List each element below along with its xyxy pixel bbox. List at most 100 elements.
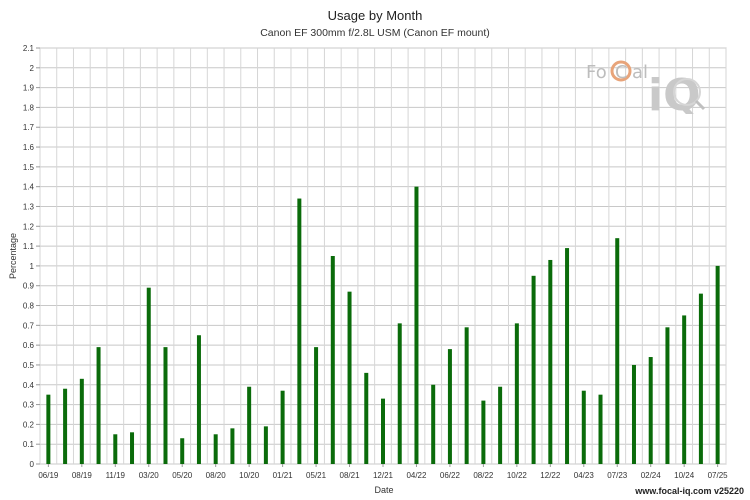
x-tick-label: 10/24 xyxy=(674,471,695,480)
x-tick-label: 06/22 xyxy=(440,471,461,480)
x-tick-label: 06/19 xyxy=(38,471,59,480)
y-tick-label: 1.6 xyxy=(23,143,35,152)
bar-06-22 xyxy=(447,349,452,464)
bar-02-22 xyxy=(397,323,402,464)
y-tick-label: 0.6 xyxy=(23,341,35,350)
x-tick-label: 10/20 xyxy=(239,471,260,480)
bar-07-19 xyxy=(63,388,68,464)
bar-06-20 xyxy=(196,335,201,464)
bar-03-21 xyxy=(297,198,302,465)
x-tick-label: 08/21 xyxy=(340,471,361,480)
x-tick-label: 04/22 xyxy=(406,471,427,480)
bar-04-23 xyxy=(581,390,586,464)
bar-09-22 xyxy=(498,386,503,464)
x-tick-label: 08/19 xyxy=(72,471,93,480)
bar-10-22 xyxy=(514,323,519,464)
x-tick-label: 02/24 xyxy=(641,471,662,480)
logo-text-al: al xyxy=(632,62,648,83)
bar-01-20 xyxy=(130,432,135,464)
y-tick-label: 2.1 xyxy=(23,44,35,53)
x-tick-label: 05/20 xyxy=(172,471,193,480)
bar-06-19 xyxy=(46,394,51,464)
logo-ring-icon xyxy=(610,60,632,82)
bar-07-23 xyxy=(615,238,620,464)
bar-08-22 xyxy=(481,400,486,464)
x-axis-ticks: 06/19 08/19 11/19 03/20 05/20 08/20 10/20 01/21… xyxy=(38,464,728,480)
y-tick-label: 1.8 xyxy=(23,103,35,112)
x-tick-label: 12/22 xyxy=(540,471,561,480)
x-tick-label: 12/21 xyxy=(373,471,394,480)
bar-11-19 xyxy=(113,434,118,464)
bar-06-23 xyxy=(598,394,603,464)
x-tick-label: 08/20 xyxy=(206,471,227,480)
bar-08-21 xyxy=(347,291,352,464)
y-tick-label: 2 xyxy=(30,64,35,73)
y-tick-label: 1.3 xyxy=(23,202,35,211)
bar-05-20 xyxy=(180,438,185,464)
y-axis-ticks: 0 0.1 0.2 0.3 0.4 0.5 0.6 0.7 0.8 0.9 1 1.1 1.2 1.3 1.… xyxy=(23,44,40,469)
chart-subtitle: Canon EF 300mm f/2.8L USM (Canon EF moun… xyxy=(260,27,490,39)
bar-07-25 xyxy=(715,265,720,464)
x-tick-label: 03/20 xyxy=(139,471,160,480)
bar-09-19 xyxy=(96,347,101,464)
x-tick-label: 04/23 xyxy=(574,471,595,480)
bar-01-21 xyxy=(280,390,285,464)
y-tick-label: 0 xyxy=(30,460,35,469)
footer-credit: www.focal-iq.com v25220 xyxy=(635,486,744,496)
plot-area xyxy=(39,47,727,465)
x-tick-label: 10/22 xyxy=(507,471,528,480)
bar-12-22 xyxy=(548,259,553,464)
bar-05-22 xyxy=(431,384,436,464)
y-tick-label: 0.2 xyxy=(23,420,35,429)
x-tick-label: 05/21 xyxy=(306,471,327,480)
bar-07-21 xyxy=(330,256,335,464)
x-tick-label: 07/23 xyxy=(607,471,628,480)
y-tick-label: 0.7 xyxy=(23,321,35,330)
y-tick-label: 1.4 xyxy=(23,183,35,192)
focal-iq-logo: Fo C al iQ xyxy=(586,60,706,114)
bar-08-23 xyxy=(631,364,636,464)
y-tick-label: 0.8 xyxy=(23,302,35,311)
bar-07-22 xyxy=(464,327,469,464)
y-tick-label: 0.3 xyxy=(23,401,35,410)
x-axis-label: Date xyxy=(374,485,393,495)
x-tick-label: 11/19 xyxy=(106,471,126,480)
y-tick-label: 0.4 xyxy=(23,381,35,390)
y-tick-label: 1.1 xyxy=(23,242,35,251)
bar-04-22 xyxy=(414,186,419,464)
bar-01-23 xyxy=(565,248,570,464)
logo-text-c: C xyxy=(615,62,628,83)
y-tick-label: 0.5 xyxy=(23,361,35,370)
bar-04-20 xyxy=(163,347,168,464)
bar-11-22 xyxy=(531,275,536,464)
y-tick-label: 0.9 xyxy=(23,282,35,291)
y-tick-label: 1.5 xyxy=(23,163,35,172)
magnifier-icon xyxy=(673,78,701,106)
y-tick-label: 1.7 xyxy=(23,123,35,132)
bar-10-20 xyxy=(247,386,252,464)
bar-11-20 xyxy=(263,426,268,464)
x-tick-label: 07/25 xyxy=(708,471,729,480)
bar-10-21 xyxy=(364,372,369,464)
bar-06-24 xyxy=(665,327,670,464)
y-tick-label: 0.1 xyxy=(23,440,35,449)
bar-12-21 xyxy=(381,398,385,464)
bar-09-20 xyxy=(230,428,235,464)
bar-05-21 xyxy=(314,347,319,464)
magnifier-handle-icon xyxy=(694,99,706,111)
bar-08-19 xyxy=(79,378,84,464)
logo-text-fo: Fo xyxy=(586,62,607,83)
y-tick-label: 1 xyxy=(30,262,35,271)
bar-10-24 xyxy=(682,315,687,464)
chart-title: Usage by Month xyxy=(327,8,423,23)
x-tick-label: 08/22 xyxy=(473,471,494,480)
bar-03-25 xyxy=(698,293,703,464)
bar-02-24 xyxy=(648,357,653,464)
bar-08-20 xyxy=(213,434,218,464)
y-tick-label: 1.2 xyxy=(23,222,35,231)
bar-03-20 xyxy=(146,287,151,464)
y-axis-label: Percentage xyxy=(8,233,18,279)
bars xyxy=(46,186,720,465)
y-tick-label: 1.9 xyxy=(23,84,35,93)
